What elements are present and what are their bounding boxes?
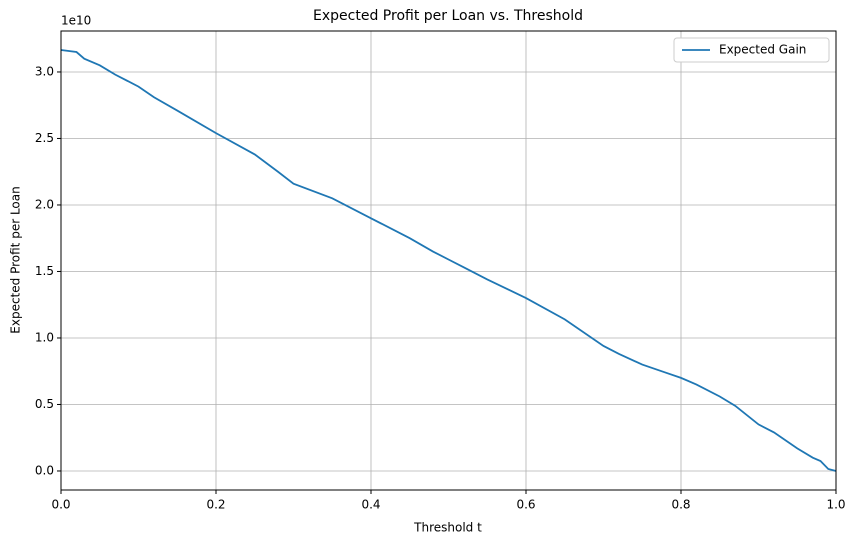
- legend-box: [673, 37, 830, 63]
- y-tick-label: 1.0: [35, 330, 54, 344]
- x-axis-label: Threshold t: [413, 521, 482, 535]
- y-tick-label: 2.0: [35, 197, 54, 211]
- data-line: [60, 49, 837, 472]
- chart-title: Expected Profit per Loan vs. Threshold: [313, 8, 583, 24]
- legend-label: Expected Gain: [719, 43, 806, 57]
- x-tick-label: 0.2: [206, 498, 225, 512]
- x-tick-label: 0.6: [516, 498, 535, 512]
- x-tick-label: 0.0: [51, 498, 70, 512]
- x-tick-label: 1.0: [826, 498, 845, 512]
- y-tick-label: 0.5: [35, 397, 54, 411]
- plot-frame: [60, 30, 837, 491]
- y-tick-label: 3.0: [35, 64, 54, 78]
- y-axis-label: Expected Profit per Loan: [9, 186, 23, 333]
- y-tick-label: 1.5: [35, 264, 54, 278]
- x-tick-label: 0.4: [361, 498, 380, 512]
- x-tick-label: 0.8: [671, 498, 690, 512]
- y-tick-label: 0.0: [35, 463, 54, 477]
- y-tick-label: 2.5: [35, 131, 54, 145]
- y-offset-label: 1e10: [61, 14, 91, 28]
- legend: Expected Gain: [673, 37, 830, 63]
